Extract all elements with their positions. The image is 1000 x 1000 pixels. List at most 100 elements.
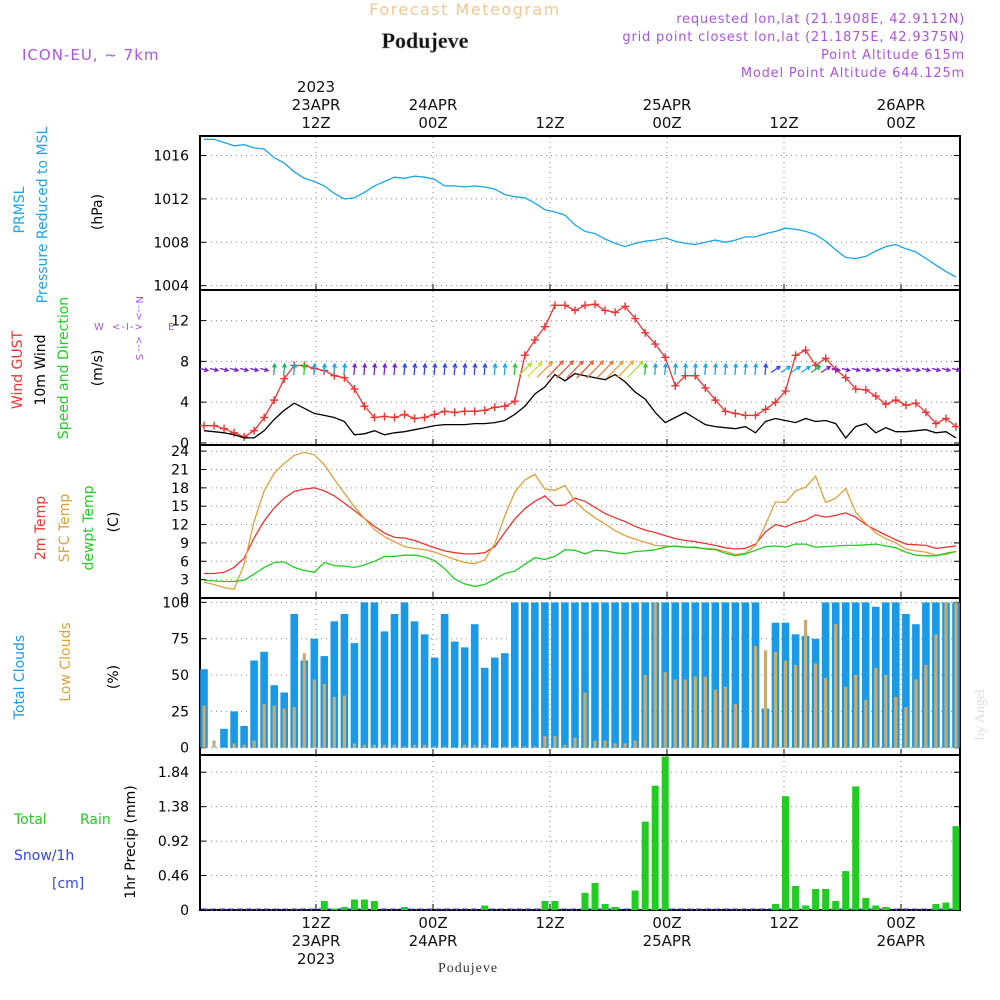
precip-axis-label: 1hr Precip (mm) (123, 785, 139, 898)
low-cloud-bar (312, 679, 316, 748)
wind-direction-arrow (753, 362, 759, 376)
low-cloud-bar (242, 744, 246, 748)
rain-bar (782, 796, 789, 910)
gust-marker (360, 402, 369, 411)
precip-ytick-label: 0.46 (158, 869, 189, 885)
gust-marker (490, 403, 499, 412)
rain-bar (802, 905, 810, 910)
total-cloud-bar (902, 614, 910, 748)
low-cloud-bar (683, 679, 687, 748)
wind-direction-arrow (382, 362, 388, 376)
top-tick-label: 12Z (301, 114, 330, 132)
bottom-tick-label: 23APR (292, 932, 341, 950)
wind-gust-label: Wind GUST (10, 330, 26, 409)
gust-marker (460, 407, 469, 416)
gust-marker (821, 354, 830, 363)
low-cloud-bar (713, 689, 717, 748)
low-cloud-bar (362, 744, 366, 748)
total-cloud-bar (330, 621, 339, 748)
total-cloud-bar (741, 602, 750, 748)
total-cloud-bar (511, 602, 519, 748)
low-cloud-bar (322, 683, 326, 748)
total-cloud-bar (841, 602, 850, 748)
total-cloud-bar (861, 602, 870, 748)
low-cloud-bar (262, 704, 266, 748)
low-cloud-bar (513, 746, 517, 748)
gust-marker (701, 383, 710, 392)
wind-direction-arrow (239, 367, 250, 373)
top-tick-label: 00Z (418, 114, 447, 132)
low-cloud-bar (483, 744, 487, 748)
total-cloud-bar (450, 641, 459, 748)
low-cloud-bar (693, 676, 697, 748)
wind-direction-arrow (402, 362, 408, 376)
wind-ytick-label: 0 (180, 436, 189, 452)
total-cloud-bar (440, 614, 449, 748)
gust-marker (410, 414, 419, 423)
model-altitude: Model Point Altitude 644.125m (741, 66, 965, 81)
snow-label: Snow/1h (14, 848, 74, 864)
low-cloud-bar (894, 696, 898, 748)
total-cloud-bar (350, 643, 359, 748)
low-cloud-bar (804, 619, 808, 748)
station-title: Podujeve (382, 28, 469, 53)
gust-marker (420, 413, 429, 422)
gust-marker (380, 412, 389, 421)
wind-direction-arrow (931, 367, 942, 373)
gust-marker (731, 409, 740, 418)
wind-direction-arrow (291, 362, 297, 376)
wind-direction-arrow (723, 362, 729, 376)
rain-label: Rain (80, 812, 111, 828)
gust-marker (891, 396, 900, 405)
rain-bar (350, 899, 358, 910)
bottom-tick-label: 00Z (652, 914, 681, 932)
temperature-frame (199, 444, 961, 599)
gust-marker (761, 405, 770, 414)
wind-direction-arrow (312, 362, 317, 376)
total-cloud-bar (480, 667, 489, 748)
wind-unit: (m/s) (90, 350, 106, 387)
total-cloud-bar (581, 602, 589, 748)
clouds-ytick-label: 25 (171, 704, 189, 720)
wind-direction-arrow (763, 362, 769, 376)
gust-marker (941, 414, 950, 423)
low-cloud-bar (824, 678, 828, 748)
clouds-ytick-label: 50 (171, 668, 189, 684)
total-cloud-bar (711, 602, 720, 748)
total-cloud-bar (230, 711, 238, 748)
wind-direction-arrow (951, 367, 962, 373)
temp-2m-label: 2m Temp (33, 496, 49, 560)
low-cloud-bar (934, 634, 938, 748)
pressure-ytick-label: 1012 (153, 192, 189, 208)
low-cloud-bar (232, 743, 236, 748)
total-cloud-bar (340, 614, 349, 748)
pressure-label: Pressure Reduced to MSL (35, 126, 51, 303)
series-line-2m-temp (204, 487, 957, 575)
low-cloud-bar (583, 692, 587, 748)
panel-wind: 0 4 8 12 (171, 289, 962, 452)
total-cloud-bar (521, 602, 529, 748)
gust-marker (711, 396, 720, 405)
precip-ytick-label: 0 (180, 903, 189, 919)
rain-bar (641, 821, 649, 910)
temperature-ytick-label: 3 (180, 573, 189, 589)
temperature-ytick-label: 21 (171, 462, 189, 478)
snow-unit: [cm] (52, 876, 84, 892)
low-cloud-bar (553, 736, 557, 748)
low-cloud-bar (523, 746, 527, 748)
precip-frame (199, 754, 961, 911)
bottom-tick-label: 00Z (886, 914, 915, 932)
temperature-ytick-label: 9 (180, 536, 189, 552)
total-cloud-bar (691, 602, 700, 748)
low-cloud-bar (272, 705, 276, 748)
gust-marker (550, 301, 559, 310)
wind-direction-arrow (586, 360, 605, 379)
wind-direction-arrow (260, 367, 270, 373)
temperature-ytick-label: 12 (171, 518, 189, 534)
panel-temperature: 0 3 6 9 12 15 18 21 24 (171, 444, 961, 607)
wind-direction-arrow (462, 362, 468, 376)
wind-direction-arrow (527, 361, 543, 377)
wind-direction-arrow (537, 361, 554, 378)
